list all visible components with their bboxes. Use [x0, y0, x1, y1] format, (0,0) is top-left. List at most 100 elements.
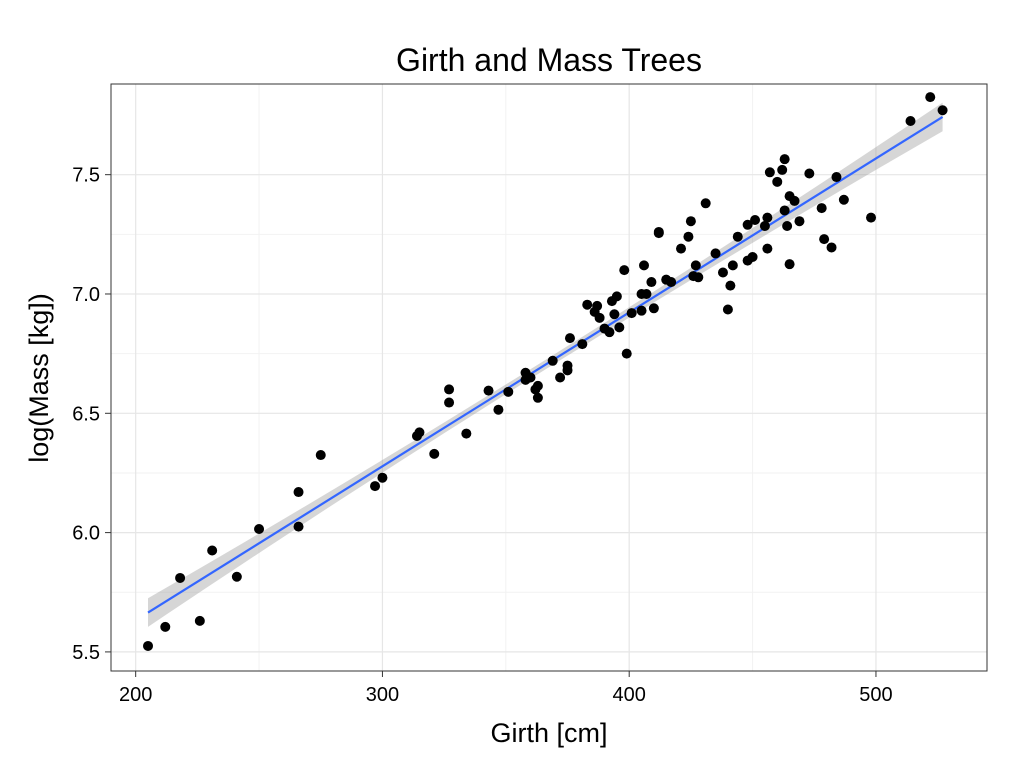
data-point [653, 226, 664, 237]
data-point [762, 212, 773, 223]
y-tick-label: 5.5 [72, 642, 100, 664]
data-point [782, 220, 793, 231]
data-point [231, 571, 242, 582]
x-tick-label: 500 [859, 684, 892, 706]
data-point [626, 308, 637, 319]
data-point [794, 216, 805, 227]
data-point [789, 195, 800, 206]
data-point [685, 216, 696, 227]
data-point [725, 280, 736, 291]
data-point [293, 521, 304, 532]
data-point [717, 267, 728, 278]
data-point [461, 428, 472, 439]
data-points [143, 92, 948, 651]
data-point [414, 427, 425, 438]
x-tick-label: 400 [613, 684, 646, 706]
x-tick-label: 300 [366, 684, 399, 706]
chart-title: Girth and Mass Trees [396, 42, 702, 78]
y-axis-label: log(Mass [kg]) [24, 293, 54, 463]
x-axis-label: Girth [cm] [490, 718, 607, 748]
data-point [759, 220, 770, 231]
data-point [816, 203, 827, 214]
data-point [577, 339, 588, 350]
y-axis-ticks: 5.5 6.0 6.5 7.0 7.5 [72, 165, 111, 664]
data-point [905, 115, 916, 126]
data-point [866, 212, 877, 223]
data-point [370, 481, 381, 492]
grid-lines [111, 84, 987, 671]
data-point [641, 288, 652, 299]
data-point [636, 305, 647, 316]
data-point [779, 154, 790, 165]
data-point [621, 348, 632, 359]
data-point [254, 524, 265, 535]
y-tick-label: 6.0 [72, 523, 100, 545]
data-point [592, 300, 603, 311]
regression-line [147, 115, 944, 614]
data-point [609, 309, 620, 320]
data-point [532, 380, 543, 391]
data-point [315, 450, 326, 461]
data-point [639, 260, 650, 271]
data-point [693, 272, 704, 283]
data-point [700, 198, 711, 209]
data-point [444, 397, 455, 408]
data-point [582, 299, 593, 310]
data-point [777, 164, 788, 175]
data-point [750, 215, 761, 226]
y-tick-label: 6.5 [72, 403, 100, 425]
data-point [564, 333, 575, 344]
data-point [293, 487, 304, 498]
data-point [143, 640, 154, 651]
data-point [503, 386, 514, 397]
data-point [429, 448, 440, 459]
data-point [614, 322, 625, 333]
data-point [483, 385, 494, 396]
data-point [784, 259, 795, 270]
data-point [555, 372, 566, 383]
data-point [831, 172, 842, 183]
data-point [525, 372, 536, 383]
data-point [444, 384, 455, 395]
data-point [611, 291, 622, 302]
data-point [747, 251, 758, 262]
data-point [732, 231, 743, 242]
data-point [377, 472, 388, 483]
y-tick-label: 7.0 [72, 284, 100, 306]
data-point [648, 303, 659, 314]
data-point [175, 572, 186, 583]
panel-border [110, 83, 988, 672]
data-point [779, 205, 790, 216]
data-point [722, 304, 733, 315]
data-point [925, 92, 936, 103]
data-point [727, 260, 738, 271]
data-point [742, 219, 753, 230]
data-point [619, 265, 630, 276]
data-point [547, 355, 558, 366]
data-point [194, 615, 205, 626]
data-point [604, 327, 615, 338]
data-point [710, 248, 721, 259]
x-axis-ticks: 200 300 400 500 [119, 671, 893, 706]
data-point [804, 168, 815, 179]
data-point [646, 277, 657, 288]
data-point [532, 392, 543, 403]
fit-line-layer [147, 115, 944, 614]
data-point [764, 167, 775, 178]
data-point [762, 243, 773, 254]
y-tick-label: 7.5 [72, 165, 100, 187]
data-point [826, 242, 837, 253]
data-point [772, 176, 783, 187]
data-point [676, 243, 687, 254]
data-point [594, 312, 605, 323]
data-point [562, 365, 573, 376]
data-point [838, 194, 849, 205]
data-point [666, 277, 677, 288]
x-tick-label: 200 [119, 684, 152, 706]
data-point [160, 621, 171, 632]
data-point [690, 260, 701, 271]
data-point [493, 404, 504, 415]
